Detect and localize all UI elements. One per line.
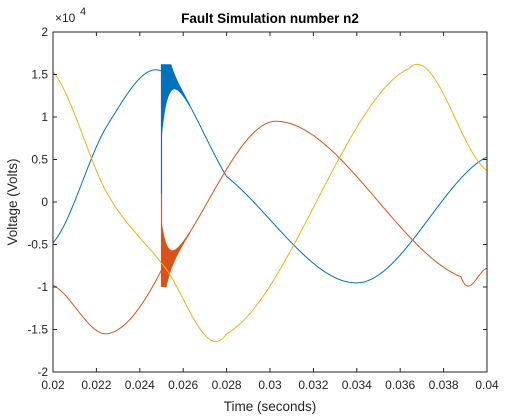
x-tick-label: 0.032 [298,378,328,392]
x-tick-label: 0.036 [385,378,415,392]
fault-transient-1 [161,64,191,135]
axes-background [53,32,487,372]
x-tick-label: 0.026 [168,378,198,392]
y-exponent-base: ×10 [55,11,76,25]
y-tick-label: 2 [41,25,48,39]
series-layer [52,63,488,342]
x-ticks: 0.02 0.022 0.024 0.026 0.028 0.03 0.032 0.034 0.… [41,32,499,392]
x-tick-label: 0.028 [212,378,242,392]
series-line-1 [52,69,488,284]
fault-transient-2 [161,223,191,288]
y-tick-label: 1.5 [31,68,48,82]
y-exponent-power: 4 [80,6,86,18]
series-line-2 [52,120,488,335]
y-tick-label: 1 [41,110,48,124]
x-tick-label: 0.024 [125,378,155,392]
x-tick-label: 0.038 [429,378,459,392]
y-tick-label: -0.5 [27,238,48,252]
y-tick-label: 0.5 [31,153,48,167]
x-axis-label: Time (seconds) [224,399,317,414]
y-ticks: -2 -1.5 -1 -0.5 0 0.5 1 1.5 2 [27,25,487,379]
y-tick-label: -1.5 [27,323,48,337]
series-line-3 [52,63,488,342]
y-tick-label: 0 [41,195,48,209]
chart-title: Fault Simulation number n2 [181,11,359,26]
x-tick-label: 0.022 [81,378,111,392]
y-axis-label: Voltage (Volts) [5,158,20,245]
x-tick-label: 0.02 [41,378,65,392]
x-tick-label: 0.034 [342,378,372,392]
y-tick-label: -1 [37,280,48,294]
x-tick-label: 0.03 [258,378,282,392]
x-tick-label: 0.04 [475,378,499,392]
y-tick-label: -2 [37,365,48,379]
